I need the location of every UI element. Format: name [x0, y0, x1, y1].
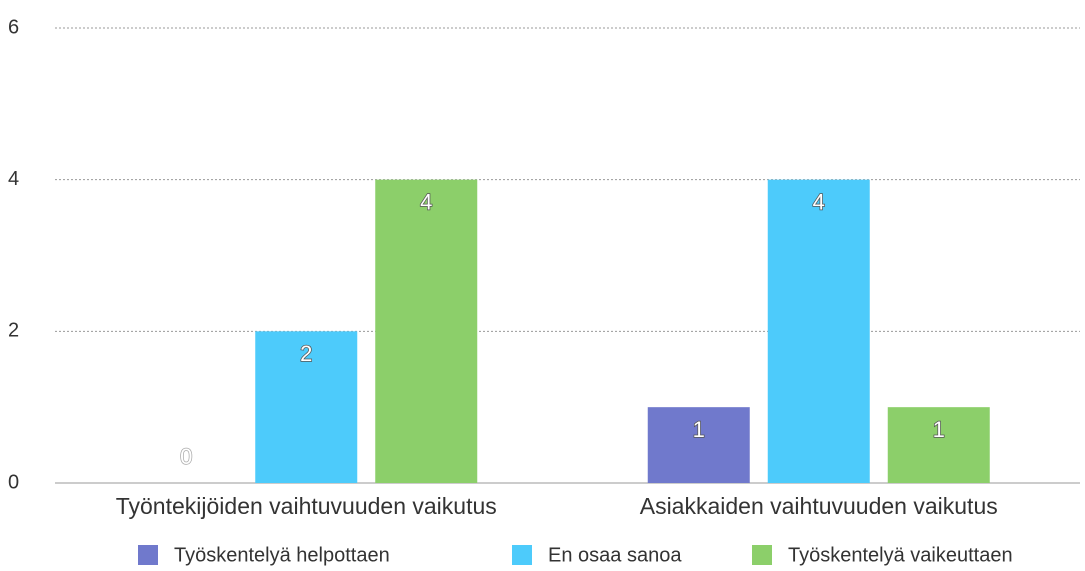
- bar: [255, 331, 358, 483]
- x-tick-label: Asiakkaiden vaihtuvuuden vaikutus: [640, 493, 998, 519]
- legend-swatch: [512, 545, 532, 565]
- bar: [767, 179, 870, 483]
- value-label: 4: [420, 189, 432, 214]
- value-label: 1: [693, 417, 705, 442]
- legend-swatch: [138, 545, 158, 565]
- value-label: 0: [180, 444, 192, 469]
- y-tick-label: 6: [8, 16, 19, 38]
- bar: [375, 179, 478, 483]
- legend-label: En osaa sanoa: [548, 544, 682, 566]
- bar: [887, 407, 990, 483]
- x-tick-label: Työntekijöiden vaihtuvuuden vaikutus: [116, 493, 497, 519]
- y-tick-label: 4: [8, 168, 19, 190]
- y-tick-label: 2: [8, 320, 19, 342]
- value-label: 4: [813, 189, 825, 214]
- bar: [647, 407, 750, 483]
- legend-swatch: [752, 545, 772, 565]
- value-label: 2: [300, 341, 312, 366]
- legend-label: Työskentelyä vaikeuttaen: [788, 544, 1013, 566]
- legend-label: Työskentelyä helpottaen: [174, 544, 390, 566]
- value-label: 1: [933, 417, 945, 442]
- y-tick-label: 0: [8, 471, 19, 493]
